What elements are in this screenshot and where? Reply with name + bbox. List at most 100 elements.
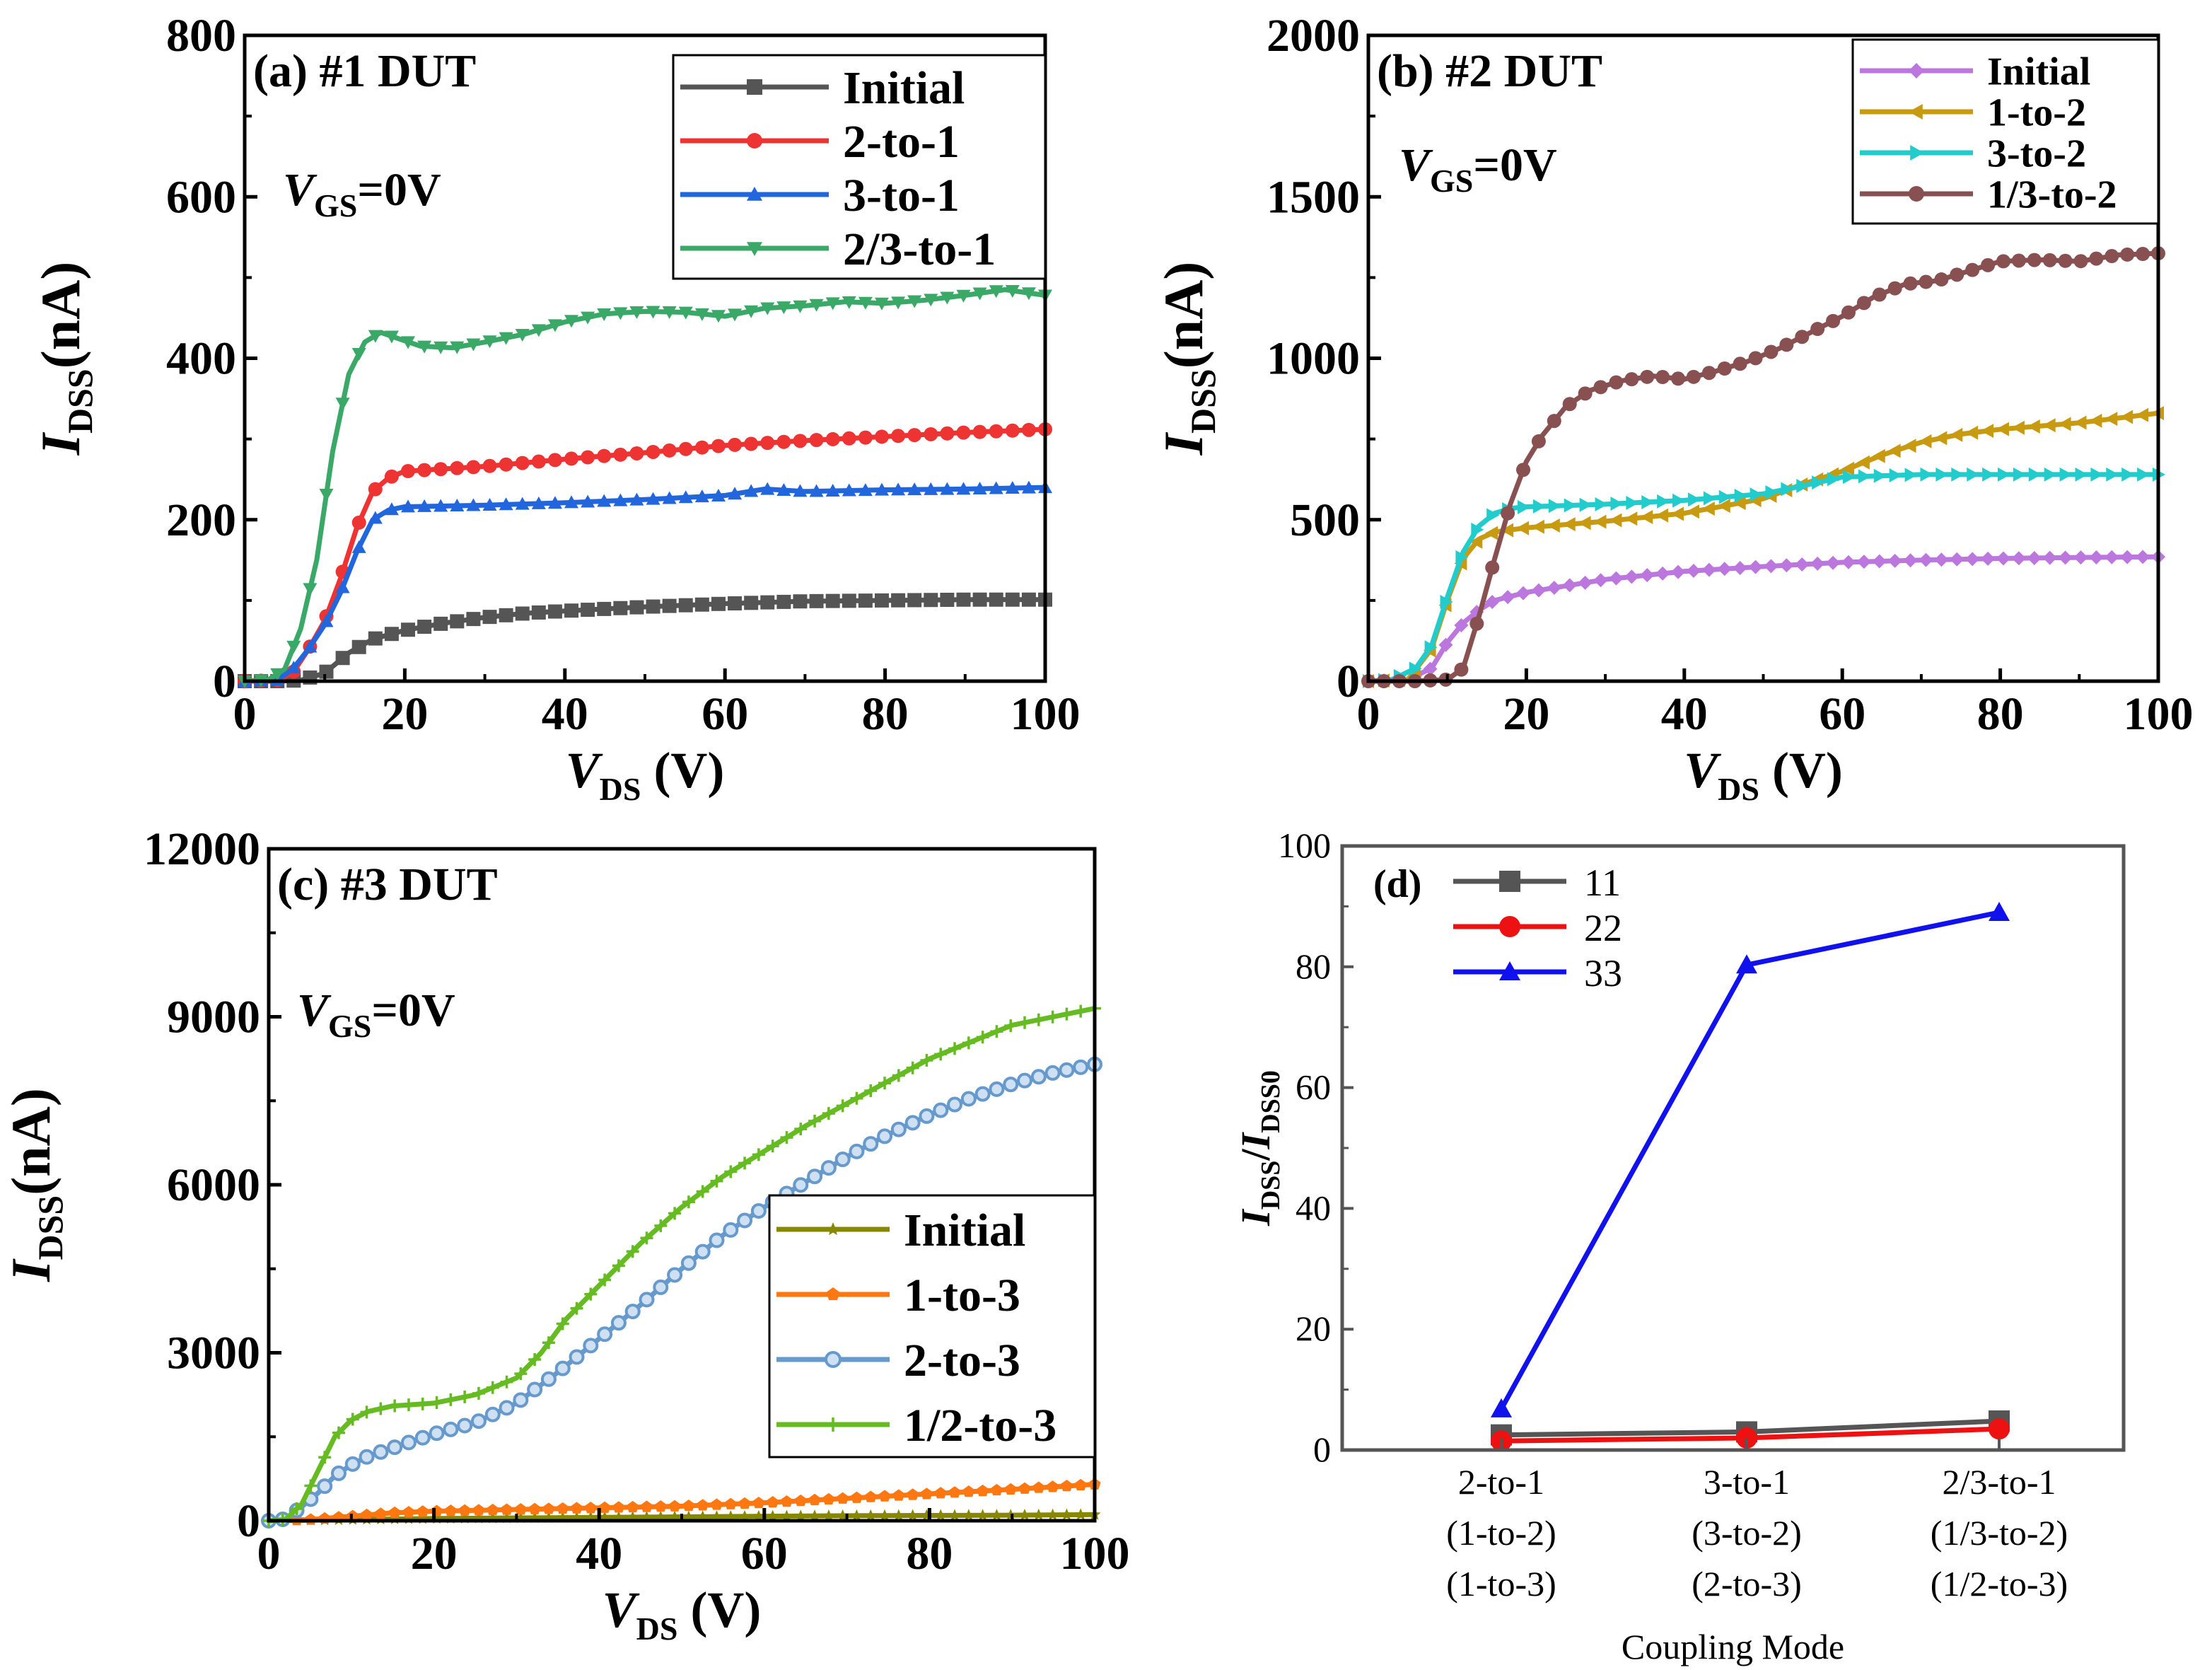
data-point [624, 1304, 641, 1320]
x-tick-label: 100 [2124, 688, 2194, 740]
data-point [430, 1396, 443, 1409]
data-point [1919, 274, 1933, 289]
data-point [1903, 439, 1916, 453]
data-point [484, 1406, 501, 1422]
series-Initial [1361, 550, 2165, 688]
data-point [2042, 550, 2057, 565]
data-point [515, 456, 530, 470]
y-axis-label: IDSS(nA) [30, 262, 100, 456]
data-point [2058, 253, 2073, 268]
data-point [1950, 427, 1963, 442]
data-point [1004, 1019, 1018, 1033]
data-point [776, 482, 791, 496]
data-point [891, 296, 906, 310]
data-point [1030, 1069, 1047, 1085]
data-point [694, 308, 709, 321]
data-point [570, 1301, 583, 1315]
data-point [1996, 422, 2009, 436]
data-point [680, 1255, 697, 1271]
legend-marker [825, 1351, 842, 1368]
data-point [401, 499, 416, 513]
data-point [414, 1430, 431, 1446]
data-point [906, 1061, 919, 1074]
data-point [1032, 1013, 1045, 1026]
data-point [1060, 1508, 1073, 1520]
data-point [794, 1509, 807, 1521]
data-point [2044, 467, 2057, 482]
data-point [359, 1449, 375, 1465]
legend-label: 33 [1584, 952, 1622, 995]
data-point [1626, 496, 1639, 511]
data-point [1021, 480, 1036, 494]
plot-frame [1340, 844, 2126, 1452]
data-point [760, 482, 775, 495]
data-point [1887, 281, 1902, 296]
data-point [976, 1031, 989, 1044]
legend-label: Initial [904, 1205, 1025, 1256]
data-point [499, 457, 513, 472]
data-point [270, 668, 285, 681]
data-point [858, 296, 873, 310]
data-point [682, 1500, 695, 1512]
data-point [990, 1025, 1003, 1038]
data-point [1003, 1077, 1019, 1093]
data-point [1982, 467, 1996, 482]
data-point [597, 448, 612, 463]
legend-label: 2-to-1 [843, 116, 960, 168]
data-point [744, 436, 759, 451]
data-point [401, 463, 416, 478]
data-point [613, 307, 628, 320]
legend-marker [1909, 186, 1924, 202]
data-point [388, 1399, 402, 1413]
data-point [1531, 434, 1546, 448]
x-category-label: (1-to-2) [1446, 1513, 1556, 1553]
data-point [924, 482, 938, 495]
data-point [1856, 555, 1871, 569]
data-point [1060, 1479, 1073, 1492]
data-point [1017, 1072, 1033, 1089]
annotation-vgs: VGS=0V [283, 164, 441, 224]
data-point [907, 482, 922, 496]
y-tick-label: 12000 [144, 823, 260, 875]
x-tick-label: 60 [702, 688, 748, 740]
data-point [1516, 521, 1530, 535]
data-point [793, 434, 808, 448]
data-point [1485, 526, 1498, 540]
data-point [531, 324, 546, 337]
data-point [1547, 414, 1561, 429]
data-point [564, 315, 579, 328]
data-point [933, 1102, 949, 1118]
y-tick-label: 40 [1296, 1188, 1331, 1227]
y-tick-label: 0 [1337, 656, 1360, 707]
x-tick-label: 20 [411, 1528, 458, 1579]
data-point [825, 484, 840, 497]
data-point [907, 295, 922, 308]
data-point [2042, 253, 2057, 267]
data-point [2028, 467, 2042, 482]
data-point [1686, 504, 1699, 519]
data-point [1889, 468, 1902, 483]
data-point [1812, 475, 1825, 490]
data-point [547, 319, 562, 332]
data-point [694, 440, 709, 455]
data-point [581, 450, 595, 465]
data-point [466, 338, 481, 352]
data-point [351, 515, 366, 530]
data-point [1703, 491, 1716, 506]
data-point [1967, 467, 1980, 482]
data-point [1779, 337, 1794, 352]
series-33 [1491, 901, 2010, 1417]
data-point [990, 1509, 1003, 1521]
data-point [610, 1315, 627, 1331]
data-point [694, 489, 709, 503]
legend-box [672, 54, 1047, 280]
data-point [2089, 413, 2102, 428]
data-point [1826, 555, 1841, 570]
data-point [1997, 467, 2010, 482]
legend-marker [1910, 145, 1924, 161]
data-point [1595, 497, 1608, 512]
data-point [728, 437, 743, 452]
data-point [808, 1509, 821, 1521]
data-point [960, 1091, 977, 1107]
